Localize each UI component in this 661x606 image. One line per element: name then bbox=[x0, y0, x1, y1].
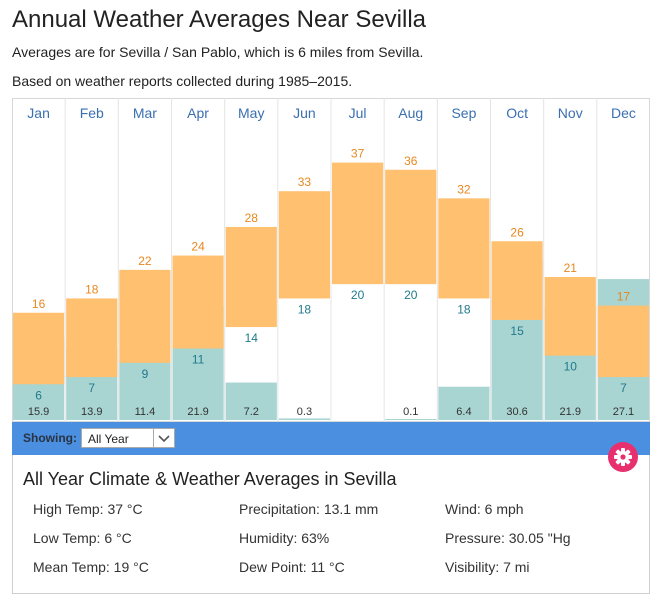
period-toolbar: Showing: All Year bbox=[12, 422, 650, 455]
high-temp-label: 16 bbox=[32, 297, 46, 311]
humidity-stat: Humidity: 63% bbox=[239, 530, 330, 546]
precip-bar bbox=[278, 418, 330, 420]
low-temp-label: 11 bbox=[192, 353, 205, 367]
high-temp-label: 24 bbox=[191, 240, 205, 254]
temp-range-bar bbox=[597, 305, 649, 378]
dew-point-stat: Dew Point: 11 °C bbox=[239, 559, 345, 575]
low-temp-label: 6 bbox=[35, 388, 42, 402]
precip-bar bbox=[225, 382, 277, 420]
period-select-value: All Year bbox=[88, 432, 129, 446]
station-note: Averages are for Sevilla / San Pablo, wh… bbox=[12, 44, 424, 60]
precip-label: 6.4 bbox=[456, 406, 471, 418]
high-temp-label: 36 bbox=[404, 154, 418, 168]
month-label: Nov bbox=[558, 105, 583, 121]
temp-range-bar bbox=[332, 162, 384, 285]
low-temp-label: 20 bbox=[404, 288, 418, 302]
visibility-stat: Visibility: 7 mi bbox=[445, 559, 530, 575]
period-select[interactable]: All Year bbox=[81, 428, 175, 448]
high-temp-label: 26 bbox=[510, 225, 524, 239]
wind-stat: Wind: 6 mph bbox=[445, 501, 524, 517]
temp-range-bar bbox=[13, 312, 65, 385]
precipitation-stat: Precipitation: 13.1 mm bbox=[239, 501, 379, 517]
summary-title: All Year Climate & Weather Averages in S… bbox=[23, 469, 397, 489]
high-temp-stat: High Temp: 37 °C bbox=[33, 501, 143, 517]
month-label: Dec bbox=[611, 105, 636, 121]
low-temp-label: 20 bbox=[351, 288, 365, 302]
precip-label: 15.9 bbox=[28, 406, 49, 418]
temp-range-bar bbox=[491, 241, 543, 320]
low-temp-label: 10 bbox=[564, 360, 578, 374]
precip-label: 21.9 bbox=[560, 406, 581, 418]
high-temp-label: 32 bbox=[457, 182, 471, 196]
precip-label: 11.4 bbox=[135, 406, 156, 418]
showing-label: Showing: bbox=[23, 431, 77, 445]
precip-label: 21.9 bbox=[187, 406, 208, 418]
chevron-down-icon[interactable] bbox=[153, 429, 174, 447]
precip-label: 30.6 bbox=[506, 406, 527, 418]
data-period-note: Based on weather reports collected durin… bbox=[12, 73, 353, 89]
precip-label: 13.9 bbox=[81, 406, 102, 418]
month-label: Sep bbox=[451, 105, 476, 121]
low-temp-stat: Low Temp: 6 °C bbox=[33, 530, 132, 546]
precip-bar bbox=[438, 386, 490, 420]
precip-label: 27.1 bbox=[613, 406, 634, 418]
month-label: Oct bbox=[506, 105, 528, 121]
month-label: Mar bbox=[133, 105, 157, 121]
temp-range-bar bbox=[544, 277, 596, 356]
climate-summary-panel: All Year Climate & Weather Averages in S… bbox=[12, 455, 650, 594]
low-temp-label: 18 bbox=[298, 302, 312, 316]
month-label: Jul bbox=[349, 105, 367, 121]
high-temp-label: 37 bbox=[351, 147, 365, 161]
precip-bar bbox=[385, 419, 437, 420]
high-temp-label: 33 bbox=[298, 175, 312, 189]
precip-label: 7.2 bbox=[244, 406, 259, 418]
high-temp-label: 22 bbox=[138, 254, 152, 268]
page-title: Annual Weather Averages Near Sevilla bbox=[12, 6, 427, 33]
low-temp-label: 9 bbox=[142, 367, 149, 381]
month-label: Feb bbox=[80, 105, 104, 121]
high-temp-label: 21 bbox=[564, 261, 578, 275]
high-temp-label: 17 bbox=[617, 290, 631, 304]
temp-range-bar bbox=[172, 255, 224, 349]
temp-range-bar bbox=[119, 269, 171, 363]
precip-bar bbox=[119, 360, 171, 420]
month-label: Jun bbox=[293, 105, 316, 121]
low-temp-label: 14 bbox=[245, 331, 259, 345]
precip-label: 0.3 bbox=[297, 406, 312, 418]
temp-range-bar bbox=[438, 198, 490, 299]
low-temp-label: 18 bbox=[457, 302, 471, 316]
low-temp-label: 15 bbox=[510, 324, 524, 338]
mean-temp-stat: Mean Temp: 19 °C bbox=[33, 559, 149, 575]
settings-button[interactable] bbox=[608, 442, 638, 472]
precip-label: 0.1 bbox=[403, 406, 418, 418]
low-temp-label: 7 bbox=[620, 381, 627, 395]
temp-range-bar bbox=[278, 191, 330, 299]
high-temp-label: 28 bbox=[245, 211, 259, 225]
low-temp-label: 7 bbox=[88, 381, 95, 395]
month-label: Jan bbox=[27, 105, 50, 121]
temp-range-bar bbox=[66, 298, 118, 378]
high-temp-label: 18 bbox=[85, 282, 99, 296]
temp-range-bar bbox=[225, 226, 277, 328]
climate-chart: Jan 16 6 15.9 Feb 18 7 13.9 Mar 22 9 11.4 Apr 24 11 21.… bbox=[12, 98, 650, 422]
pressure-stat: Pressure: 30.05 "Hg bbox=[445, 530, 571, 546]
temp-range-bar bbox=[385, 169, 437, 285]
month-label: Aug bbox=[398, 105, 423, 121]
month-label: Apr bbox=[187, 105, 209, 121]
gear-icon bbox=[614, 448, 632, 466]
month-label: May bbox=[238, 105, 264, 121]
